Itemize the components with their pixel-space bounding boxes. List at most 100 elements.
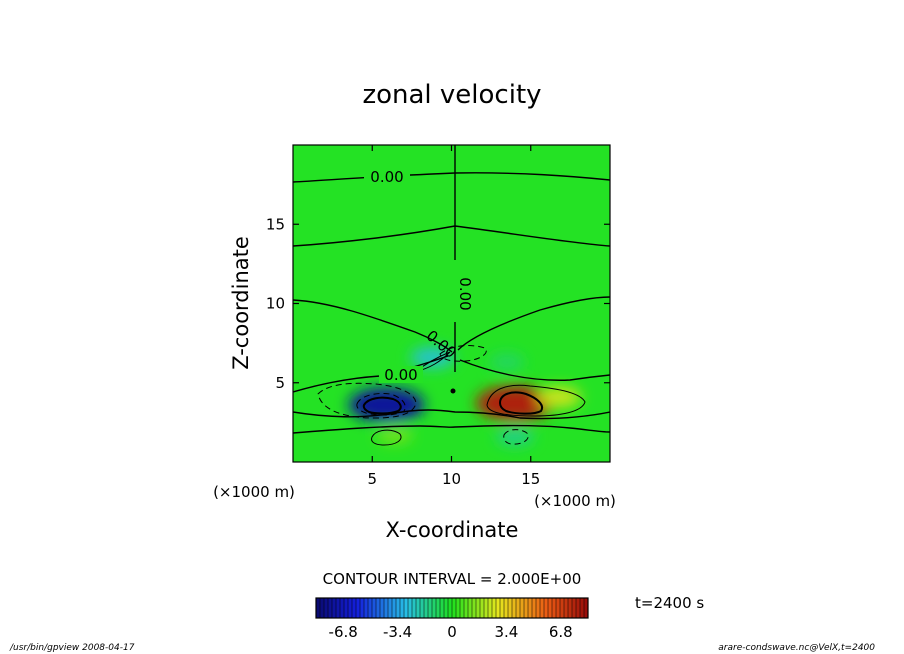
colorbar-cell (352, 598, 357, 618)
colorbar-cell (440, 598, 445, 618)
colorbar-cell (532, 598, 537, 618)
velocity-feature (489, 353, 525, 371)
y-tick-label: 5 (275, 374, 285, 392)
contour-line-neg-lobe (317, 382, 417, 419)
colorbar-cell (472, 598, 477, 618)
colorbar-ticks: -6.8 -3.4 0 3.4 6.8 (329, 623, 573, 641)
colorbar-cell (552, 598, 557, 618)
colorbar-cell (432, 598, 437, 618)
contour-line-neg-upper (439, 345, 487, 362)
chart-title: zonal velocity (362, 80, 541, 110)
colorbar-cell (508, 598, 513, 618)
contour-line-zero-low (293, 409, 610, 420)
colorbar-cell (516, 598, 521, 618)
colorbar-cell (512, 598, 517, 618)
time-label: t=2400 s (635, 594, 704, 612)
x-axis-ticks: 5 10 15 (367, 145, 540, 488)
y-tick-label: 15 (266, 215, 285, 233)
contour-line-pos-lobe (486, 384, 586, 417)
colorbar-cell (444, 598, 449, 618)
colorbar-cell (492, 598, 497, 618)
colorbar-cell (488, 598, 493, 618)
colorbar-cell (392, 598, 397, 618)
footer-left: /usr/bin/gpview 2008-04-17 (9, 643, 135, 653)
colorbar-tick-label: 6.8 (549, 623, 573, 641)
colorbar-cell (384, 598, 389, 618)
contour-label: 0.00 (370, 168, 403, 186)
colorbar-cell (388, 598, 393, 618)
colorbar-cell (348, 598, 353, 618)
contour-line-neg-small (503, 429, 529, 445)
colorbar-cell (356, 598, 361, 618)
colorbar-cell (408, 598, 413, 618)
colorbar-cell (436, 598, 441, 618)
velocity-feature (537, 386, 582, 408)
colorbar-cell (420, 598, 425, 618)
colorbar-cell (524, 598, 529, 618)
colorbar-cell (320, 598, 325, 618)
colorbar-cell (504, 598, 509, 618)
colorbar-cell (424, 598, 429, 618)
colorbar-cell (340, 598, 345, 618)
colorbar-cell (580, 598, 585, 618)
x-units-label: (×1000 m) (213, 483, 295, 501)
colorbar-cell (360, 598, 365, 618)
colorbar-cell (324, 598, 329, 618)
colorbar-cell (412, 598, 417, 618)
colorbar-frame (315, 597, 589, 619)
colorbar-cell (416, 598, 421, 618)
colorbar-cell (336, 598, 341, 618)
contour-line-neg-mid (356, 393, 406, 416)
y-tick-label: 10 (266, 295, 285, 313)
colorbar-cell (380, 598, 385, 618)
colorbar-cell (452, 598, 457, 618)
x-tick-label: 10 (442, 470, 461, 488)
colorbar-cell (584, 598, 589, 618)
colorbar-tick-label: -6.8 (329, 623, 358, 641)
colorbar-cell (328, 598, 333, 618)
colorbar-cell (480, 598, 485, 618)
contour-line-neg-core (362, 396, 402, 415)
colorbar-cell (484, 598, 489, 618)
colorbar-cell (536, 598, 541, 618)
colorbar-cell (496, 598, 501, 618)
contour-line-wedge (414, 351, 451, 373)
colorbar: -6.8 -3.4 0 3.4 6.8 (315, 597, 589, 641)
colorbar-cell (404, 598, 409, 618)
colorbar-cell (548, 598, 553, 618)
colorbar-cell (572, 598, 577, 618)
x-axis-label: X-coordinate (386, 518, 519, 542)
colorbar-cell (396, 598, 401, 618)
colorbar-cell (456, 598, 461, 618)
contour-line-pos-small (371, 429, 402, 446)
colorbar-tick-label: 3.4 (494, 623, 518, 641)
y-axis-ticks: 5 10 15 (266, 215, 610, 392)
colorbar-cell (460, 598, 465, 618)
colorbar-tick-label: 0 (447, 623, 457, 641)
colorbar-cell (528, 598, 533, 618)
contour-line-zero-middle (293, 296, 610, 353)
footer-right: arare-condswave.nc@VelX,t=2400 (718, 643, 875, 653)
colorbar-cell (400, 598, 405, 618)
colorbar-cell (464, 598, 469, 618)
velocity-feature (376, 426, 413, 444)
contour-lines (293, 145, 610, 446)
y-units-label: (×1000 m) (534, 492, 616, 510)
y-axis-label: Z-coordinate (229, 236, 253, 370)
contour-label: 0.00 (456, 277, 474, 310)
colorbar-cell (448, 598, 453, 618)
contour-interval-text: CONTOUR INTERVAL = 2.000E+00 (323, 570, 582, 588)
colorbar-cell (364, 598, 369, 618)
colorbar-cell (540, 598, 545, 618)
colorbar-cell (368, 598, 373, 618)
contour-lines-negative (317, 345, 529, 445)
contour-line-pos-core (498, 391, 543, 415)
colorbar-cell (476, 598, 481, 618)
colorbar-cell (556, 598, 561, 618)
contour-label: 0.00 (384, 366, 417, 384)
colorbar-cell (468, 598, 473, 618)
colorbar-cell (428, 598, 433, 618)
colorbar-cell (564, 598, 569, 618)
x-tick-label: 15 (521, 470, 540, 488)
colorbar-tick-label: -3.4 (383, 623, 412, 641)
